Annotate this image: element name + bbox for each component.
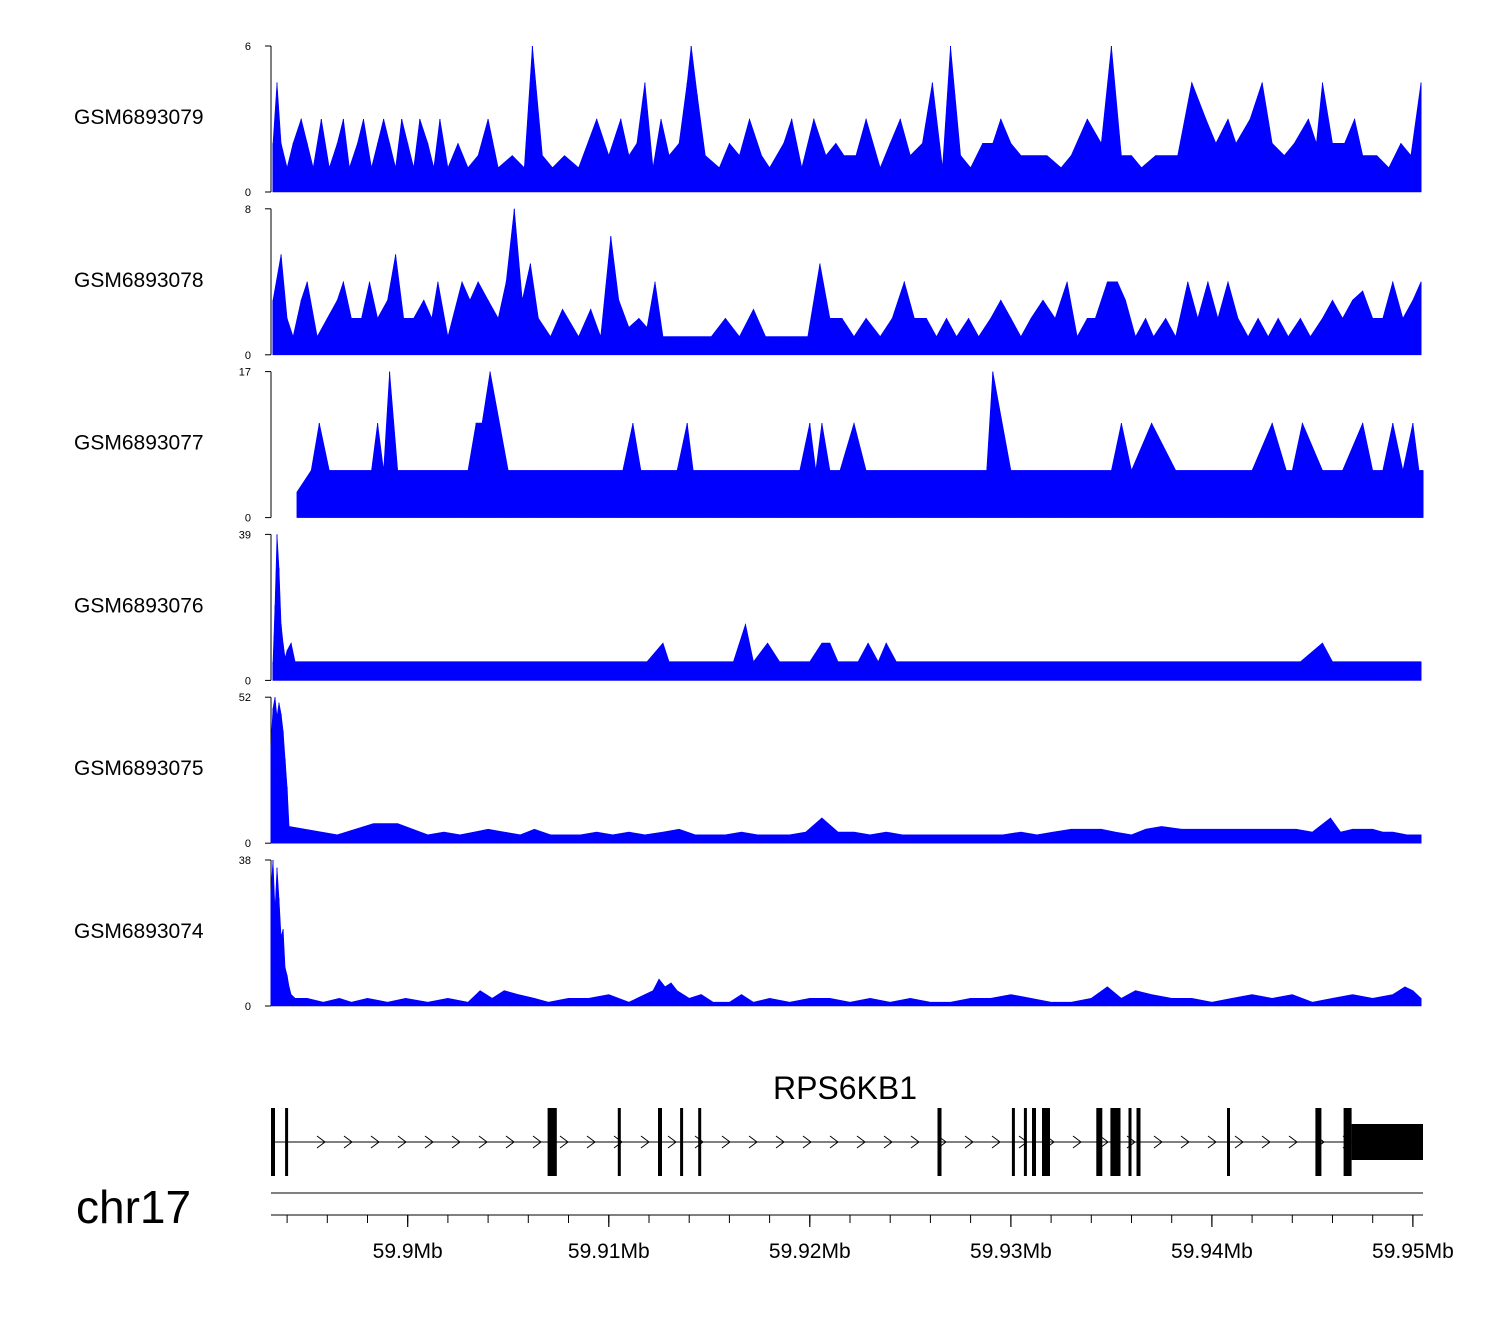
y-tick-label-max: 52 [239, 692, 251, 704]
strand-arrow [1261, 1135, 1271, 1149]
gene-exon [617, 1108, 621, 1176]
track-label: GSM6893078 [74, 269, 204, 292]
strand-arrow [586, 1135, 596, 1149]
strand-arrow [478, 1135, 488, 1149]
y-tick-label-min: 0 [245, 513, 251, 525]
strand-arrow [1018, 1135, 1028, 1149]
axis-tick-label: 59.9Mb [373, 1240, 443, 1263]
y-tick-label-max: 17 [239, 367, 251, 379]
coverage-track: 39 0 GSM6893076 [74, 529, 1422, 687]
gene-exon [547, 1108, 557, 1176]
axis-tick-label: 59.95Mb [1372, 1240, 1454, 1263]
y-tick-label-min: 0 [245, 675, 251, 687]
strand-arrow [748, 1135, 758, 1149]
strand-arrow [370, 1135, 380, 1149]
gene-exon [1042, 1108, 1050, 1176]
gene-exon [1351, 1124, 1423, 1160]
coverage-area [270, 859, 1422, 1007]
strand-arrow [559, 1135, 569, 1149]
gene-exon [1032, 1108, 1036, 1176]
track-label: GSM6893077 [74, 432, 204, 455]
y-tick-label-min: 0 [245, 838, 251, 850]
genome-axis: chr17 59.9Mb 59.91Mb 59.92Mb 59.93Mb 59.94Mb… [76, 1181, 1454, 1263]
chromosome-label: chr17 [76, 1181, 191, 1233]
coverage-area [272, 534, 1422, 681]
strand-arrow [1207, 1135, 1217, 1149]
y-tick-label-max: 6 [245, 41, 251, 53]
gene-exon [285, 1108, 289, 1176]
gene-exon [1343, 1108, 1352, 1176]
track-label: GSM6893079 [74, 106, 204, 129]
track-label: GSM6893076 [74, 594, 204, 617]
gene-annotation-track: RPS6KB1 [271, 1070, 1423, 1176]
gene-exon [1128, 1108, 1132, 1176]
strand-arrow [856, 1135, 866, 1149]
coverage-area [270, 697, 1422, 844]
axis-tick-label: 59.94Mb [1171, 1240, 1253, 1263]
strand-arrow [1288, 1135, 1298, 1149]
track-label: GSM6893075 [74, 757, 204, 780]
coverage-track: 6 0 GSM6893079 [74, 41, 1422, 199]
strand-arrow [883, 1135, 893, 1149]
strand-arrow [1099, 1135, 1109, 1149]
coverage-tracks: 6 0 GSM6893079 8 0 GSM6893078 17 0 GSM6893077 39 0… [74, 41, 1424, 1013]
strand-arrow [532, 1135, 542, 1149]
y-tick-label-min: 0 [245, 187, 251, 199]
track-label: GSM6893074 [74, 920, 204, 943]
strand-arrow [451, 1135, 461, 1149]
strand-arrow [1153, 1135, 1163, 1149]
y-tick-label-max: 39 [239, 529, 251, 541]
strand-arrow [316, 1135, 326, 1149]
y-tick-label-max: 8 [245, 204, 251, 216]
strand-arrow [829, 1135, 839, 1149]
coverage-track: 17 0 GSM6893077 [74, 367, 1424, 525]
strand-arrow [640, 1135, 650, 1149]
gene-name-label: RPS6KB1 [773, 1070, 917, 1106]
gene-exon [1011, 1108, 1015, 1176]
axis-tick-label: 59.93Mb [970, 1240, 1052, 1263]
strand-arrow [1072, 1135, 1082, 1149]
strand-arrow [343, 1135, 353, 1149]
coverage-area [296, 371, 1424, 518]
axis-tick-label: 59.91Mb [568, 1240, 650, 1263]
coverage-track: 52 0 GSM6893075 [74, 692, 1422, 850]
strand-arrow [802, 1135, 812, 1149]
y-tick-label-max: 38 [239, 855, 251, 867]
strand-arrow [667, 1135, 677, 1149]
coverage-track: 8 0 GSM6893078 [74, 204, 1422, 362]
coverage-area [272, 45, 1422, 193]
gene-exon [1023, 1108, 1027, 1176]
gene-exon [271, 1108, 275, 1176]
strand-arrow [721, 1135, 731, 1149]
strand-arrow [505, 1135, 515, 1149]
strand-arrow [397, 1135, 407, 1149]
gene-exon [1136, 1108, 1141, 1176]
y-tick-label-min: 0 [245, 1001, 251, 1013]
gene-exon [1110, 1108, 1121, 1176]
strand-arrow [775, 1135, 785, 1149]
axis-tick-label: 59.92Mb [769, 1240, 851, 1263]
gene-exon [1227, 1108, 1230, 1176]
strand-arrow [613, 1135, 623, 1149]
gene-exon [1315, 1108, 1322, 1176]
strand-arrow [694, 1135, 704, 1149]
gene-exon [937, 1108, 942, 1176]
strand-arrow [424, 1135, 434, 1149]
gene-exon [658, 1108, 662, 1176]
gene-exon [1096, 1108, 1103, 1176]
strand-arrow [964, 1135, 974, 1149]
y-tick-label-min: 0 [245, 350, 251, 362]
strand-arrow [1180, 1135, 1190, 1149]
strand-arrow [1234, 1135, 1244, 1149]
gene-exon [698, 1108, 702, 1176]
strand-arrow [910, 1135, 920, 1149]
strand-arrow [991, 1135, 1001, 1149]
gene-exon [680, 1108, 684, 1176]
coverage-area [272, 208, 1422, 356]
coverage-track: 38 0 GSM6893074 [74, 855, 1422, 1013]
